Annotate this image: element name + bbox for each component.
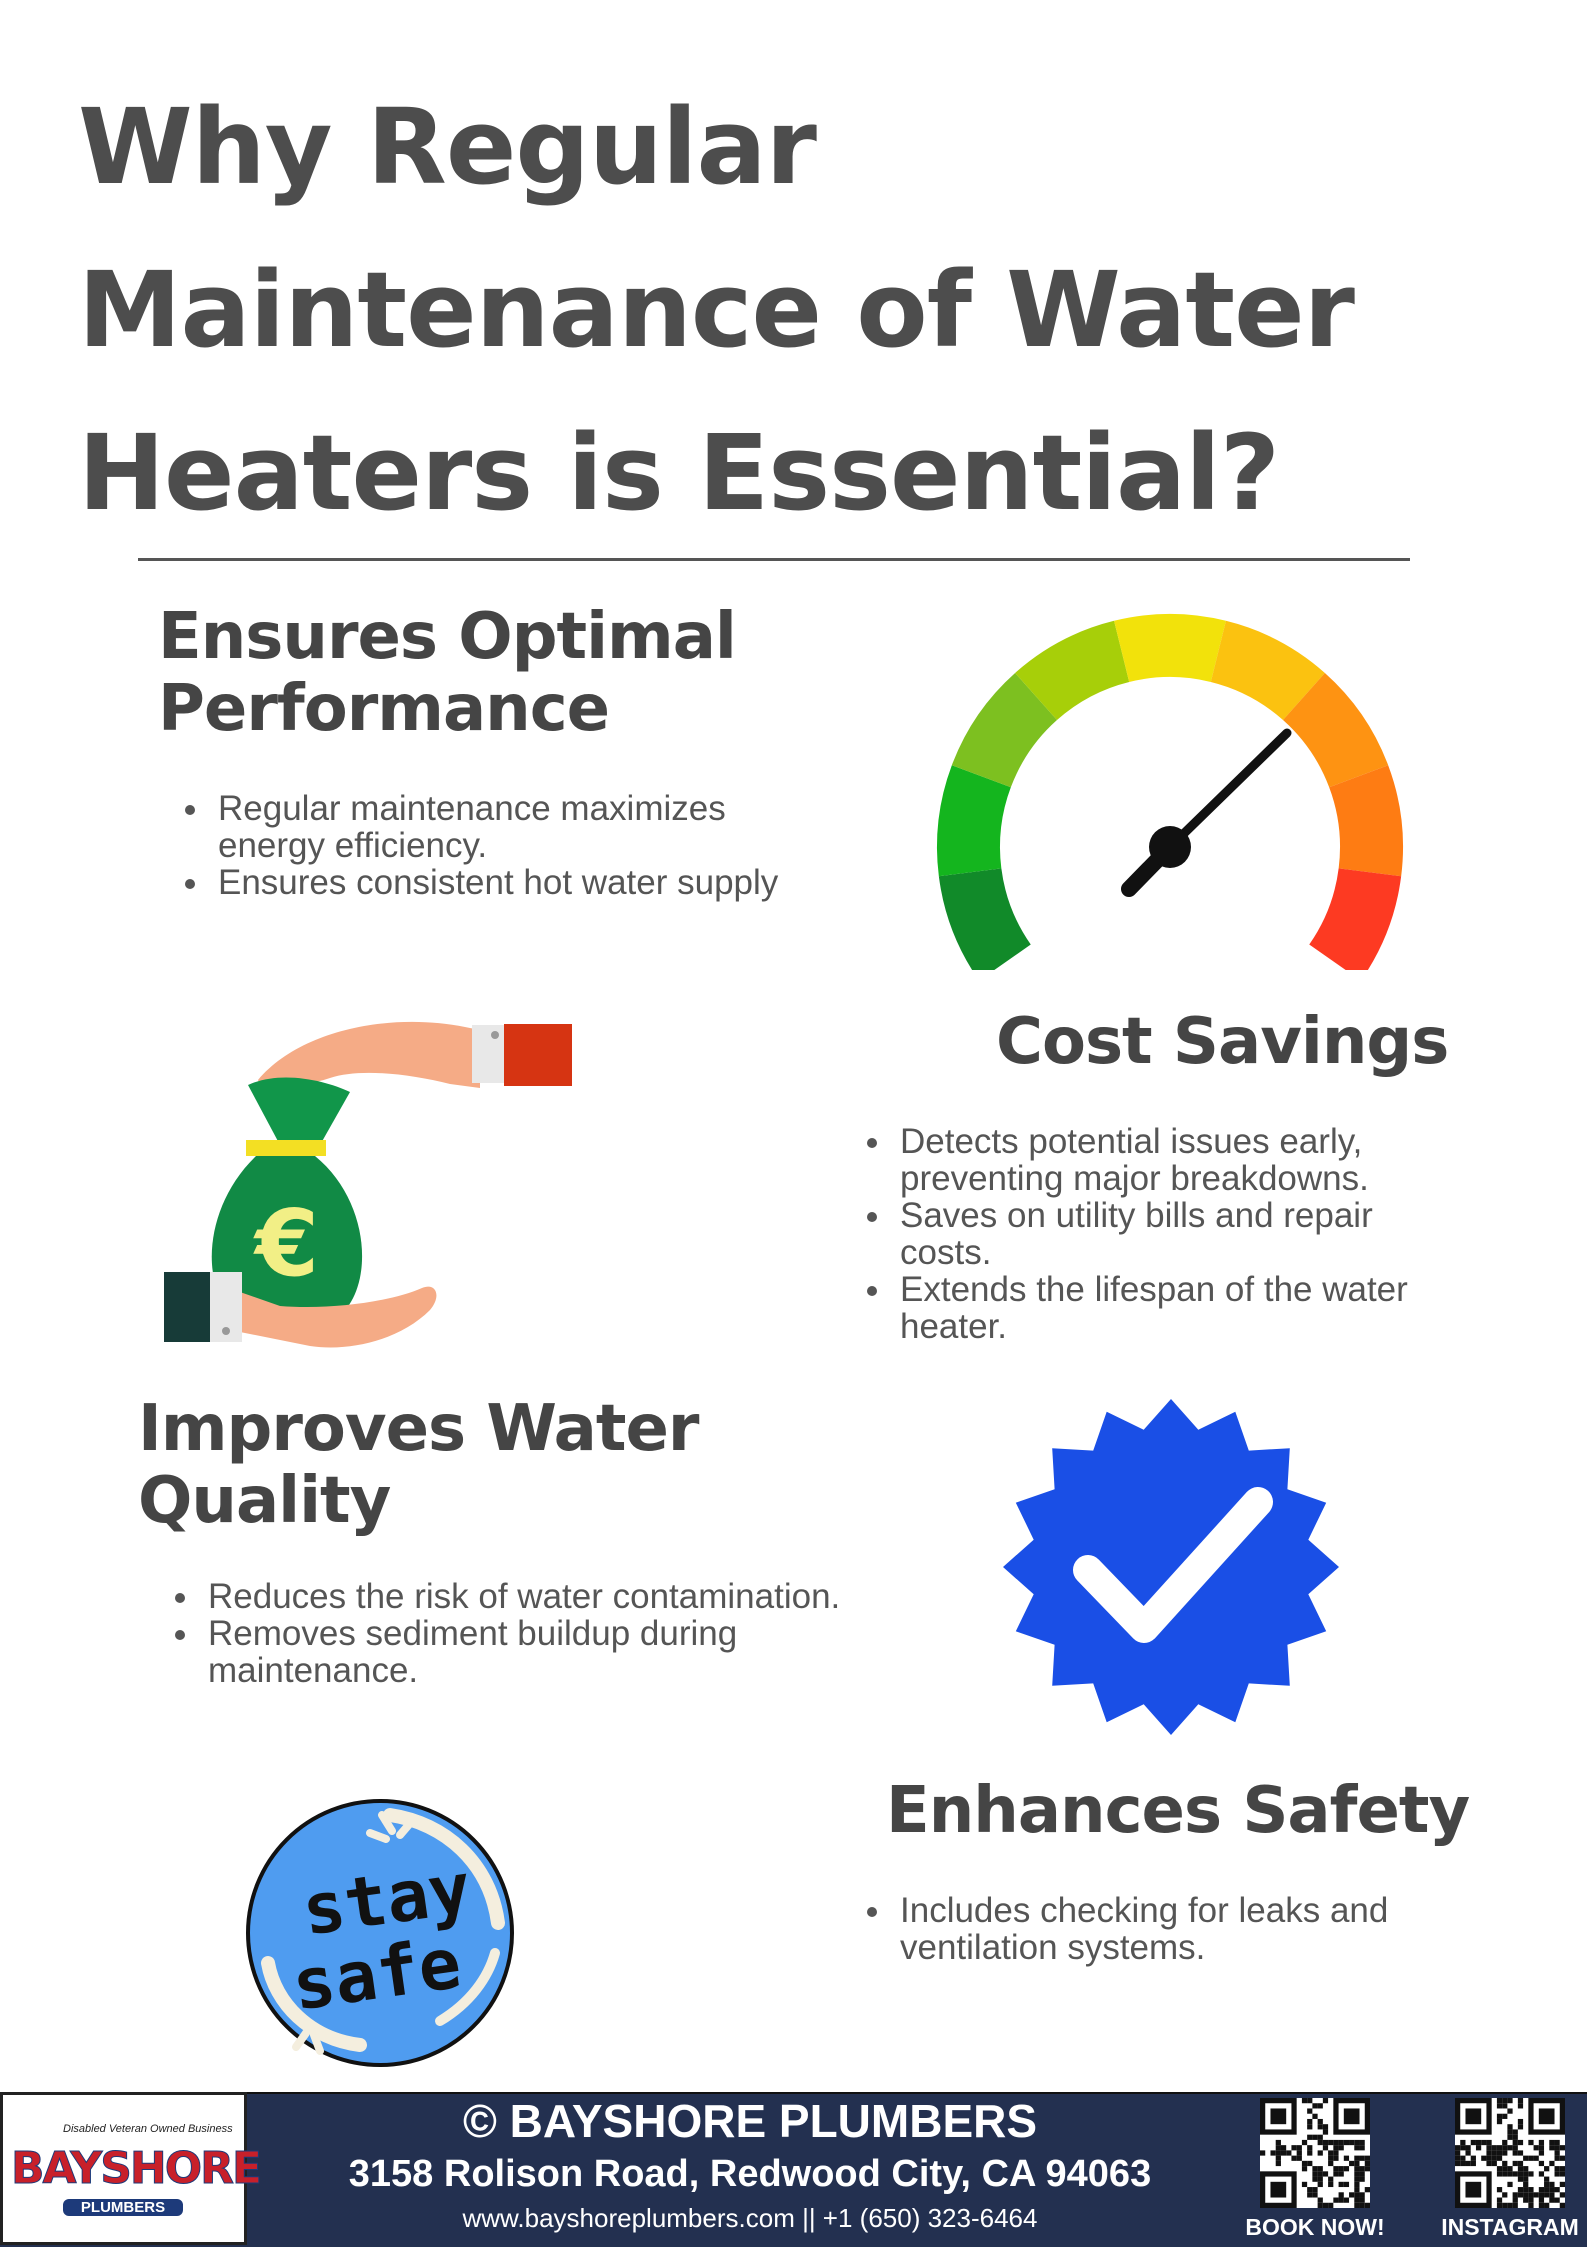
heading-line: Improves Water: [138, 1392, 699, 1466]
heading-enhances-safety: Enhances Safety: [886, 1774, 1470, 1848]
safety-bullets: Includes checking for leaks and ventilat…: [866, 1892, 1454, 1966]
gauge-pivot: [1149, 826, 1191, 868]
bullet-item: Saves on utility bills and repair costs.: [894, 1197, 1454, 1271]
gauge-segment: [937, 765, 1011, 877]
bag-top: [248, 1077, 350, 1145]
bullet-item: Includes checking for leaks and ventilat…: [894, 1892, 1454, 1966]
gauge-segment: [1015, 620, 1130, 721]
bullet-item: Extends the lifespan of the water heater…: [894, 1271, 1454, 1345]
title-line-2: Maintenance of Water: [78, 249, 1355, 371]
gauge-segment: [1309, 868, 1402, 970]
sticker-swirl: [261, 1956, 367, 2052]
title-line-1: Why Regular: [78, 86, 817, 208]
cuff-button: [222, 1327, 230, 1335]
title-line-3: Heaters is Essential?: [78, 412, 1280, 534]
heading-line: Enhances Safety: [886, 1774, 1470, 1848]
gauge-segment: [1329, 765, 1403, 877]
gauge-segment: [938, 868, 1031, 970]
heading-line: Ensures Optimal: [158, 600, 737, 674]
page-title: Why Regular Maintenance of Water Heaters…: [78, 66, 1458, 555]
badge-shape: [1003, 1399, 1339, 1735]
verified-check-badge-icon: [1003, 1399, 1339, 1735]
footer-company: © BAYSHORE PLUMBERS: [462, 2095, 1038, 2147]
title-divider: [138, 558, 1410, 561]
sticker-swirl: [435, 1948, 500, 2026]
book-now-qr-code[interactable]: [1260, 2098, 1370, 2208]
top-sleeve: [504, 1024, 572, 1086]
performance-bullets: Regular maintenance maximizes energy eff…: [184, 790, 792, 901]
heading-cost-savings: Cost Savings: [996, 1005, 1449, 1079]
bottom-hand: [240, 1286, 437, 1348]
money-bag: [211, 1156, 363, 1322]
gauge-segment: [1283, 672, 1389, 788]
bullet-item: Removes sediment buildup during maintena…: [202, 1615, 842, 1689]
logo-sub: PLUMBERS: [63, 2199, 183, 2216]
cost-bullets: Detects potential issues early, preventi…: [866, 1123, 1454, 1345]
sticker-circle: [246, 1799, 514, 2067]
instagram-label[interactable]: INSTAGRAM: [1441, 2214, 1579, 2240]
logo-name: BAYSHORE: [11, 2143, 263, 2195]
sticker-sparkle: [292, 1811, 416, 2055]
bullet-item: Detects potential issues early, preventi…: [894, 1123, 1454, 1197]
gauge-segment: [1114, 614, 1226, 682]
stay-safe-sticker-icon: stay safe: [246, 1799, 514, 2067]
bullet-item: Ensures consistent hot water supply: [212, 864, 792, 901]
footer-address: 3158 Rolison Road, Redwood City, CA 9406…: [348, 2153, 1152, 2195]
checkmark: [1073, 1487, 1273, 1643]
water-quality-bullets: Reduces the risk of water contamination.…: [174, 1578, 842, 1689]
bullet-item: Regular maintenance maximizes energy eff…: [212, 790, 792, 864]
cuff-button: [491, 1031, 499, 1039]
gauge-needle: [1165, 728, 1292, 852]
footer-contact[interactable]: www.bayshoreplumbers.com || +1 (650) 323…: [462, 2203, 1038, 2233]
company-logo[interactable]: Disabled Veteran Owned Business BAYSHORE…: [0, 2092, 263, 2245]
instagram-qr-code[interactable]: [1455, 2098, 1565, 2208]
book-now-label[interactable]: BOOK NOW!: [1245, 2214, 1385, 2240]
logo-tagline: Disabled Veteran Owned Business: [63, 2123, 233, 2135]
speedometer-gauge-icon: [937, 614, 1403, 970]
heading-line: Performance: [158, 672, 610, 746]
euro-symbol: €: [253, 1190, 319, 1297]
bottom-sleeve: [164, 1272, 210, 1342]
heading-water-quality: Improves Water Quality: [138, 1392, 699, 1538]
heading-line: Cost Savings: [996, 1005, 1449, 1079]
heading-line: Quality: [138, 1464, 391, 1538]
top-hand: [258, 1021, 480, 1088]
heading-optimal-performance: Ensures Optimal Performance: [158, 600, 737, 746]
money-bag-hands-icon: €: [164, 1021, 572, 1348]
gauge-segment: [1210, 620, 1325, 721]
gauge-segment: [951, 672, 1057, 788]
bullet-item: Reduces the risk of water contamination.: [202, 1578, 842, 1615]
bag-tie: [246, 1140, 326, 1156]
top-cuff: [472, 1025, 504, 1083]
